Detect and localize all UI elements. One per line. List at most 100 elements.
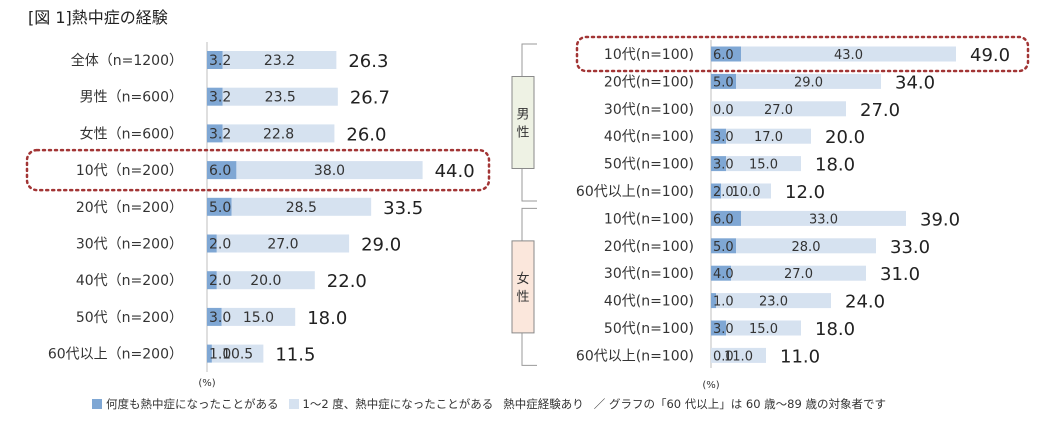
right-bar-once-twice [741, 210, 906, 226]
right-bar-frequent [711, 238, 736, 254]
left-label-frequent: 3.2 [209, 53, 231, 69]
legend-item-frequent: 何度も熱中症になったことがある [92, 396, 279, 412]
left-label-once-twice: 23.2 [264, 53, 295, 69]
right-label-once-twice: 27.0 [784, 267, 813, 282]
legend-swatch-once-twice [288, 399, 299, 409]
right-label-total: 18.0 [815, 155, 855, 176]
left-bar-frequent [207, 161, 237, 180]
left-label-total: 22.0 [327, 271, 367, 292]
left-category-label: 50代（n=200） [76, 310, 183, 326]
right-bar-once-twice [736, 73, 881, 89]
left-label-frequent: 5.0 [209, 200, 231, 216]
left-category-label: 20代（n=200） [76, 200, 183, 216]
right-bar-frequent [711, 210, 741, 226]
right-label-once-twice: 10.0 [732, 185, 761, 200]
left-bar-once-twice [236, 161, 423, 180]
left-bar-once-twice [231, 197, 372, 216]
left-category-label: 10代（n=200） [76, 163, 183, 179]
right-label-total: 24.0 [845, 292, 885, 313]
right-label-total: 34.0 [895, 72, 935, 93]
right-bar-frequent [711, 183, 721, 199]
left-category-label: 60代以上（n=200） [48, 347, 183, 363]
right-label-frequent: 2.0 [713, 185, 734, 200]
right-bar-frequent [711, 265, 731, 281]
right-label-frequent: 0.0 [713, 349, 734, 364]
left-axis-unit: (%) [198, 378, 215, 389]
right-bar-frequent [711, 156, 726, 172]
right-chart-by-gender-age: 10代(n=100) 6.0 43.0 49.0 20代(n=100) 5.0 29.0 34… [511, 35, 1030, 391]
right-category-label: 20代(n=100) [604, 74, 694, 90]
left-label-total: 26.0 [346, 124, 386, 145]
figure-title: [図 1]熱中症の経験 [28, 8, 168, 27]
right-bar-frequent [711, 73, 736, 89]
right-label-once-twice: 23.0 [759, 295, 788, 310]
left-label-total: 18.0 [307, 308, 347, 329]
right-bar-once-twice [726, 320, 801, 336]
left-label-total: 33.5 [383, 198, 423, 219]
left-bar-frequent [207, 307, 222, 326]
right-label-total: 20.0 [825, 127, 865, 148]
left-bar-once-twice [222, 124, 335, 143]
right-label-frequent: 3.0 [713, 130, 734, 145]
right-category-label: 60代以上(n=100) [576, 184, 694, 200]
left-chart-overall-by-age: 全体（n=1200） 3.2 23.2 26.3 男性（n=600） 3.2 23.5 26.… [25, 42, 491, 389]
left-category-label: 女性（n=600） [80, 125, 183, 142]
left-bar-once-twice [221, 307, 296, 326]
right-label-once-twice: 15.0 [749, 158, 778, 173]
right-bar-frequent [711, 320, 726, 336]
right-label-frequent: 5.0 [713, 240, 734, 255]
legend-label-once-twice: 1～2 度、熱中症になったことがある [302, 397, 494, 411]
right-category-label: 10代(n=100) [604, 211, 694, 227]
group-label-char: 女 [516, 271, 529, 287]
left-bar-frequent [207, 344, 212, 363]
right-label-once-twice: 28.0 [792, 240, 821, 255]
left-label-once-twice: 15.0 [243, 310, 274, 326]
right-label-total: 27.0 [860, 100, 900, 121]
left-label-total: 26.7 [350, 88, 390, 109]
left-label-once-twice: 22.8 [263, 126, 294, 142]
right-category-label: 30代(n=100) [604, 102, 694, 118]
right-label-total: 12.0 [785, 182, 825, 203]
left-bar-frequent [207, 87, 223, 106]
right-bar-once-twice [726, 156, 801, 172]
group-label-box-male [511, 76, 535, 169]
right-label-once-twice: 17.0 [754, 130, 783, 145]
right-category-label: 40代(n=100) [604, 294, 694, 310]
left-label-frequent: 3.2 [209, 126, 231, 142]
right-label-frequent: 3.0 [713, 322, 734, 337]
right-bar-once-twice [736, 238, 876, 254]
left-label-once-twice: 38.0 [314, 163, 345, 179]
left-bar-frequent [207, 234, 217, 253]
right-highlight-box [575, 35, 1030, 73]
legend-item-total: 熱中症経験あり [503, 396, 584, 412]
left-category-label: 40代（n=200） [76, 273, 183, 289]
legend-label-total: 熱中症経験あり [503, 397, 584, 411]
right-bar-once-twice [726, 128, 811, 144]
left-highlight-box [25, 148, 491, 192]
right-axis-unit: (%) [702, 380, 719, 391]
left-label-frequent: 3.2 [209, 90, 231, 106]
legend-item-once-twice: 1～2 度、熱中症になったことがある [288, 396, 494, 412]
right-category-label: 10代(n=100) [604, 47, 694, 63]
left-label-once-twice: 27.0 [267, 237, 298, 253]
left-label-once-twice: 23.5 [265, 90, 296, 106]
right-label-total: 18.0 [815, 319, 855, 340]
left-label-total: 26.3 [348, 51, 388, 72]
right-bar-once-twice [711, 347, 766, 363]
left-label-once-twice: 28.5 [286, 200, 317, 216]
left-label-frequent: 3.0 [209, 310, 231, 326]
left-bar-frequent [207, 51, 223, 69]
right-label-once-twice: 27.0 [764, 103, 793, 118]
right-bar-once-twice [711, 101, 846, 117]
right-category-label: 40代(n=100) [604, 129, 694, 145]
group-label-box-female [511, 240, 535, 334]
right-label-once-twice: 15.0 [749, 322, 778, 337]
group-label-char: 性 [516, 126, 529, 141]
left-bar-once-twice [211, 344, 264, 363]
right-category-label: 60代以上(n=100) [576, 348, 694, 364]
left-label-total: 44.0 [435, 161, 475, 182]
right-bar-once-twice [741, 46, 956, 62]
right-label-frequent: 4.0 [713, 267, 734, 282]
left-label-frequent: 2.0 [209, 237, 231, 253]
